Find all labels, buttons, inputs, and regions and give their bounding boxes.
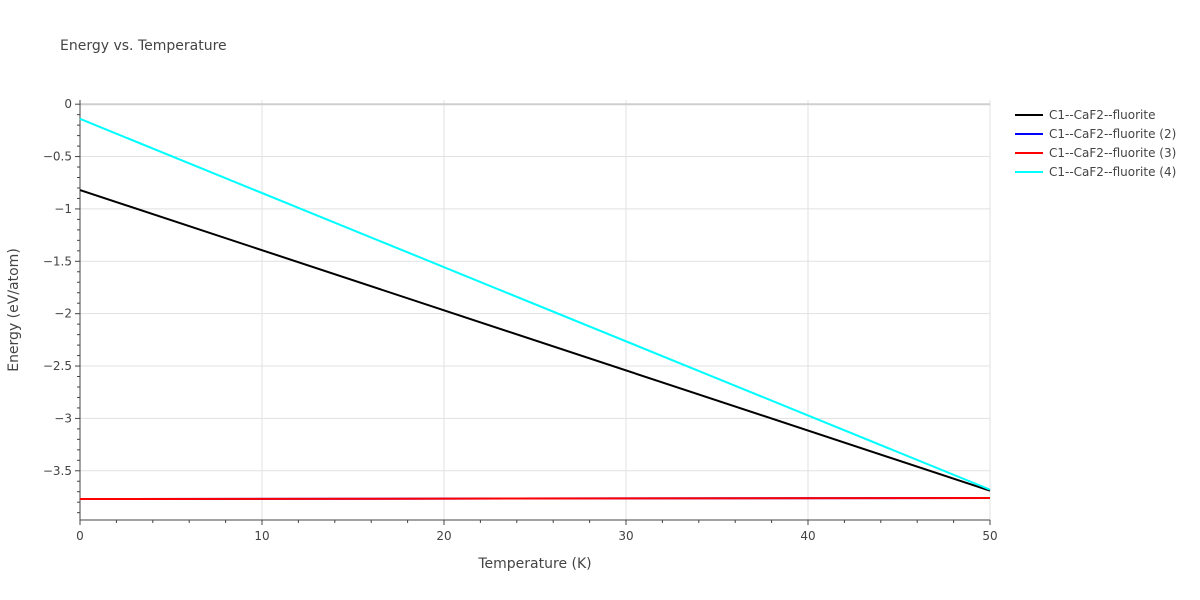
x-tick-label: 10 xyxy=(254,529,269,543)
y-tick-label: −1.5 xyxy=(43,254,72,268)
y-tick-label: −0.5 xyxy=(43,150,72,164)
tick-labels: 0 10 20 30 40 50 0 −0.5 −1 −1.5 −2 −2.5 −3 −3.5 xyxy=(43,97,998,543)
series-line-3 xyxy=(79,497,991,501)
legend-label: C1--CaF2--fluorite (3) xyxy=(1049,146,1176,160)
x-tick-label: 40 xyxy=(800,529,815,543)
x-tick-label: 20 xyxy=(436,529,451,543)
grid-lines xyxy=(80,100,991,520)
y-tick-label: −1 xyxy=(54,202,72,216)
legend-item[interactable]: C1--CaF2--fluorite (4) xyxy=(1015,165,1176,179)
legend-item[interactable]: C1--CaF2--fluorite (3) xyxy=(1015,146,1176,160)
x-axis-label: Temperature (K) xyxy=(477,556,591,572)
legend: C1--CaF2--fluorite C1--CaF2--fluorite (2)… xyxy=(1015,108,1176,179)
series-lines xyxy=(79,117,991,501)
series-line-4 xyxy=(79,117,991,491)
y-axis-label: Energy (eV/atom) xyxy=(6,248,22,372)
y-tick-label: 0 xyxy=(64,97,72,111)
y-tick-label: −3 xyxy=(54,411,72,425)
x-tick-label: 0 xyxy=(76,529,84,543)
x-tick-label: 50 xyxy=(982,529,997,543)
legend-label: C1--CaF2--fluorite (2) xyxy=(1049,127,1176,141)
legend-label: C1--CaF2--fluorite xyxy=(1049,108,1155,122)
legend-item[interactable]: C1--CaF2--fluorite (2) xyxy=(1015,127,1176,141)
y-tick-label: −2 xyxy=(54,307,72,321)
y-tick-label: −3.5 xyxy=(43,464,72,478)
y-tick-label: −2.5 xyxy=(43,359,72,373)
axes xyxy=(75,100,991,525)
legend-item[interactable]: C1--CaF2--fluorite xyxy=(1015,108,1155,122)
series-line-1 xyxy=(79,189,991,492)
chart-title: Energy vs. Temperature xyxy=(60,38,227,54)
x-tick-label: 30 xyxy=(618,529,633,543)
legend-label: C1--CaF2--fluorite (4) xyxy=(1049,165,1176,179)
